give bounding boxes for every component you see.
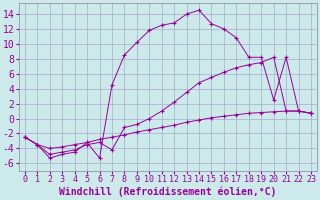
X-axis label: Windchill (Refroidissement éolien,°C): Windchill (Refroidissement éolien,°C) xyxy=(59,187,277,197)
